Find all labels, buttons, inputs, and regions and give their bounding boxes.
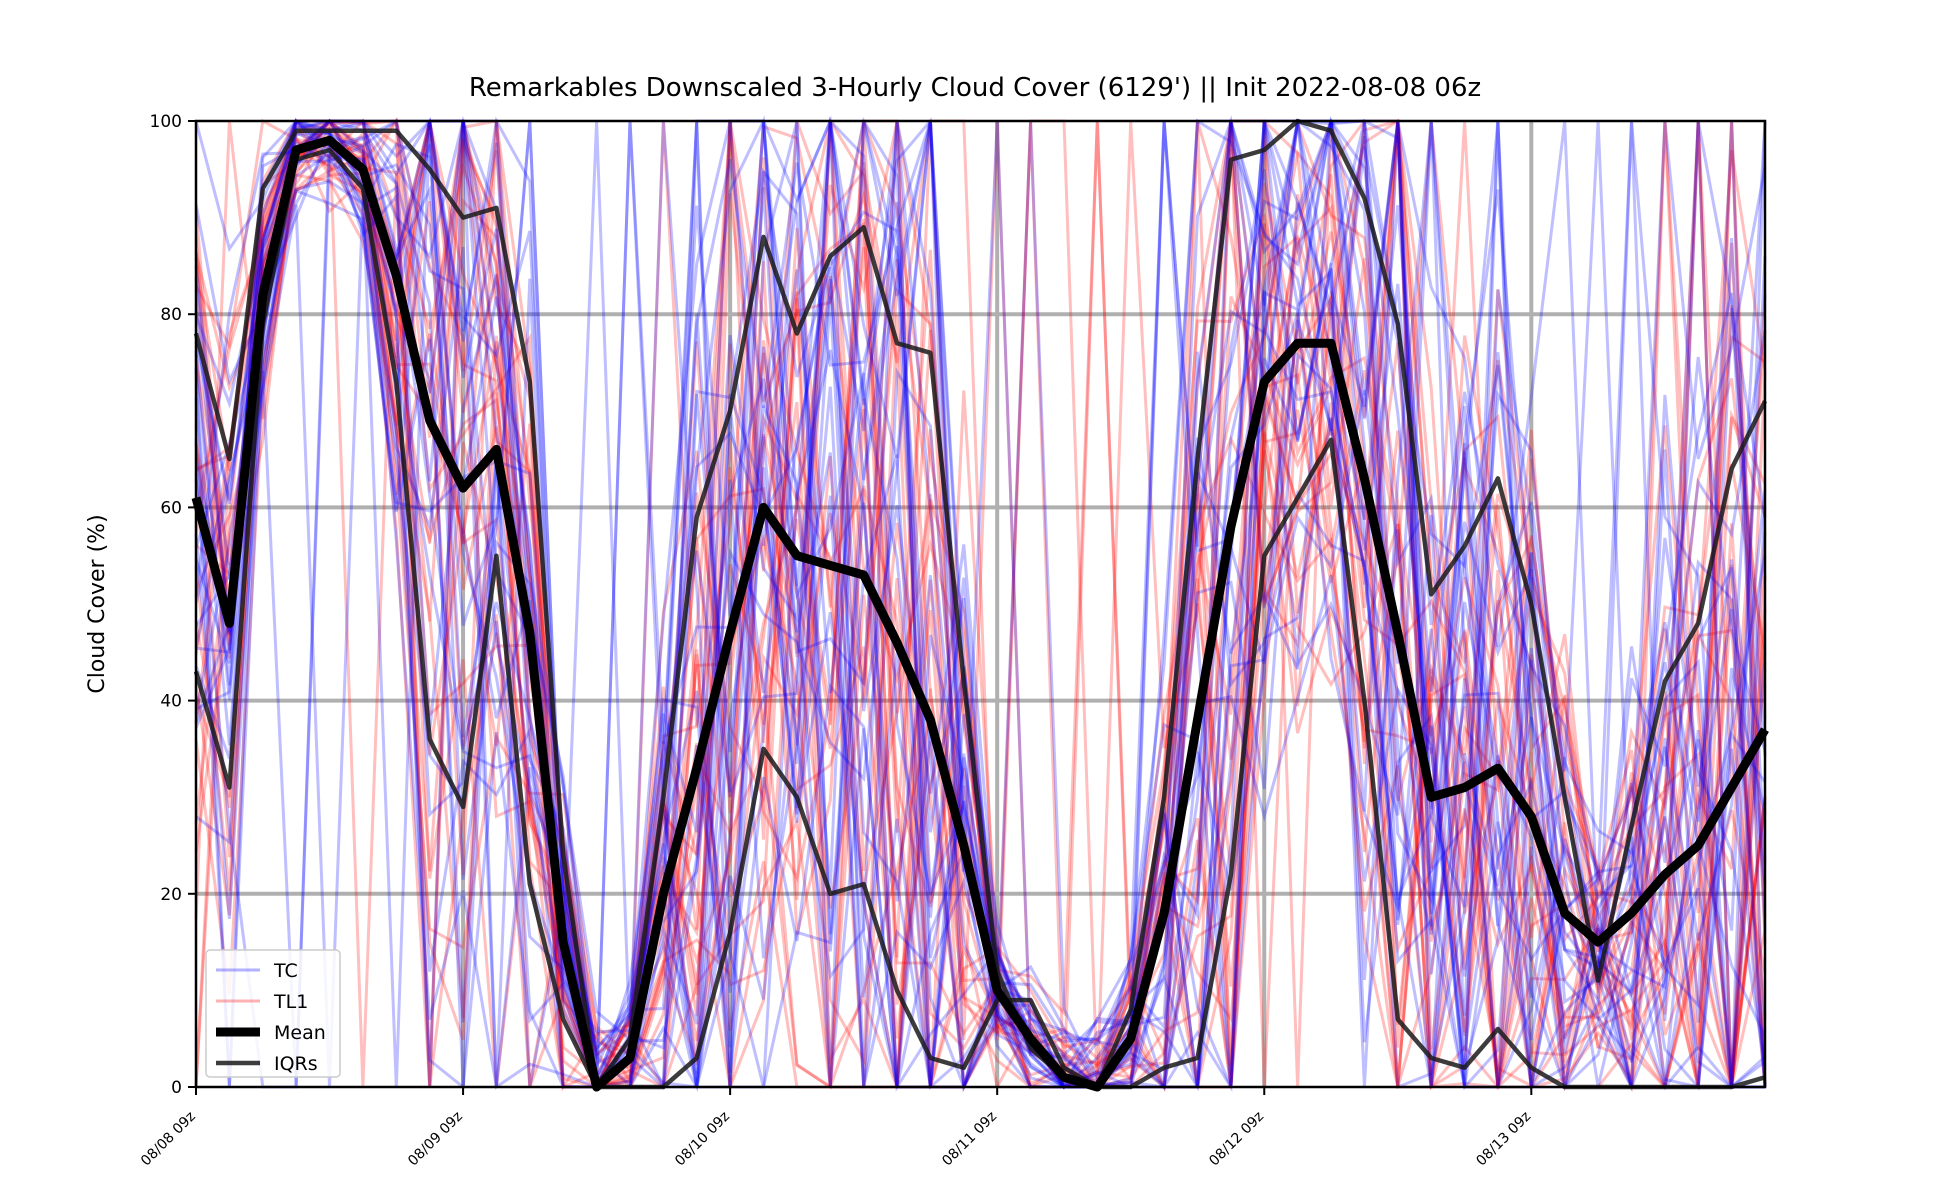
legend: TC TL1 Mean IQRs bbox=[205, 949, 341, 1078]
tc-member-line bbox=[194, 115, 1767, 1088]
tc-member-line bbox=[194, 115, 1767, 1088]
chart-title: Remarkables Downscaled 3-Hourly Cloud Co… bbox=[469, 73, 1481, 103]
tc-member-line bbox=[194, 115, 1767, 1092]
summary-lines bbox=[191, 118, 1769, 1092]
tl1-member-line bbox=[194, 153, 1767, 1091]
legend-label: Mean bbox=[274, 1022, 326, 1044]
legend-label: TL1 bbox=[273, 991, 308, 1013]
tc-member-line bbox=[194, 154, 1765, 1093]
legend-box bbox=[205, 949, 341, 1078]
tl1-member-line bbox=[195, 119, 1767, 1090]
tl1-member-line bbox=[194, 116, 1767, 1092]
plot-frame bbox=[194, 119, 1767, 1089]
tl1-member-line bbox=[194, 119, 1767, 1091]
y-tick-label: 40 bbox=[160, 692, 182, 712]
tl1-member-line bbox=[194, 119, 1767, 1092]
tl1-member-line bbox=[194, 137, 1767, 1089]
legend-label: TC bbox=[273, 960, 298, 982]
tl1-member-line bbox=[194, 119, 1767, 1090]
tl1-member-line bbox=[195, 119, 1767, 1090]
grid-lines bbox=[196, 121, 1765, 1087]
legend-label: IQRs bbox=[274, 1053, 318, 1075]
y-tick-label: 80 bbox=[160, 305, 182, 325]
tc-member-line bbox=[194, 119, 1767, 1092]
tc-member-line bbox=[194, 118, 1767, 1089]
y-tick-label: 100 bbox=[150, 112, 182, 132]
y-axis-label: Cloud Cover (%) bbox=[85, 514, 110, 693]
tl1-member-line bbox=[194, 120, 1767, 1093]
y-tick-label: 0 bbox=[171, 1078, 182, 1098]
tl1-member-line bbox=[194, 118, 1767, 1091]
tl1-member-line bbox=[194, 118, 1767, 1089]
tc-member-line bbox=[194, 118, 1767, 1088]
y-tick-label: 20 bbox=[160, 885, 182, 905]
y-axis-ticks: 0 20 40 60 80 100 bbox=[150, 112, 196, 1098]
iqr-upper-line bbox=[193, 118, 1768, 1090]
tc-member-line bbox=[194, 117, 1767, 1089]
tl1-member-line bbox=[195, 120, 1767, 1090]
tl1-member-line bbox=[194, 126, 1767, 1089]
tc-member-line bbox=[194, 120, 1767, 1093]
tc-member-line bbox=[194, 120, 1767, 1091]
tc-member-line bbox=[194, 117, 1767, 1091]
mean-line bbox=[191, 135, 1769, 1092]
y-tick-label: 60 bbox=[160, 498, 182, 518]
tl1-member-line bbox=[194, 116, 1767, 1090]
tl1-member-line bbox=[194, 120, 1767, 1090]
iqr-lower-line bbox=[193, 147, 1766, 1090]
tl1-member-line bbox=[194, 142, 1767, 1093]
tl1-member-line bbox=[194, 117, 1767, 1089]
